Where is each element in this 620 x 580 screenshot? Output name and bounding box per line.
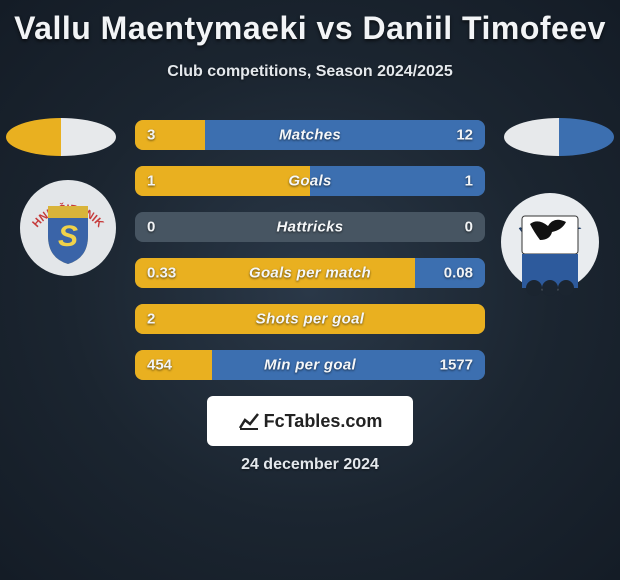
- stat-row: 1 1 Goals: [135, 166, 485, 196]
- stat-value-left: 2: [147, 311, 155, 328]
- stat-value-left: 3: [147, 127, 155, 144]
- stat-value-right: 0: [465, 219, 473, 236]
- stat-label: Shots per goal: [256, 311, 364, 328]
- stat-bar-right: [310, 166, 485, 196]
- stat-row: 2 Shots per goal: [135, 304, 485, 334]
- date-text: 24 december 2024: [241, 456, 379, 474]
- stat-value-right: 12: [456, 127, 473, 144]
- stat-label: Goals per match: [249, 265, 371, 282]
- stats-container: 3 12 Matches 1 1 Goals 0 0 Hattricks 0.33 0.08 Goal…: [135, 120, 485, 396]
- branding-text: FcTables.com: [238, 410, 383, 432]
- stat-label: Min per goal: [264, 357, 356, 374]
- stat-value-left: 0.33: [147, 265, 176, 282]
- stat-row: 0 0 Hattricks: [135, 212, 485, 242]
- pie-chart-left: [6, 118, 116, 156]
- chart-icon: [238, 410, 260, 432]
- stat-value-right: 0.08: [444, 265, 473, 282]
- stat-row: 454 1577 Min per goal: [135, 350, 485, 380]
- branding-box[interactable]: FcTables.com: [207, 396, 413, 446]
- stat-label: Matches: [279, 127, 341, 144]
- page-title: Vallu Maentymaeki vs Daniil Timofeev: [0, 0, 620, 47]
- stat-row: 3 12 Matches: [135, 120, 485, 150]
- stat-label: Goals: [288, 173, 331, 190]
- stat-value-left: 1: [147, 173, 155, 190]
- stat-bar-right: [205, 120, 485, 150]
- stat-bar-left: [135, 120, 205, 150]
- stat-label: Hattricks: [277, 219, 344, 236]
- stat-bar-left: [135, 166, 310, 196]
- club-logo-right: NK OSIJEK: [500, 178, 600, 306]
- svg-text:S: S: [58, 220, 78, 253]
- stat-value-left: 454: [147, 357, 172, 374]
- stat-row: 0.33 0.08 Goals per match: [135, 258, 485, 288]
- stat-value-left: 0: [147, 219, 155, 236]
- stat-value-right: 1: [465, 173, 473, 190]
- pie-chart-right: [504, 118, 614, 156]
- club-logo-left: HNK ŠIBENIK S: [18, 178, 118, 278]
- stat-value-right: 1577: [440, 357, 473, 374]
- page-subtitle: Club competitions, Season 2024/2025: [0, 63, 620, 81]
